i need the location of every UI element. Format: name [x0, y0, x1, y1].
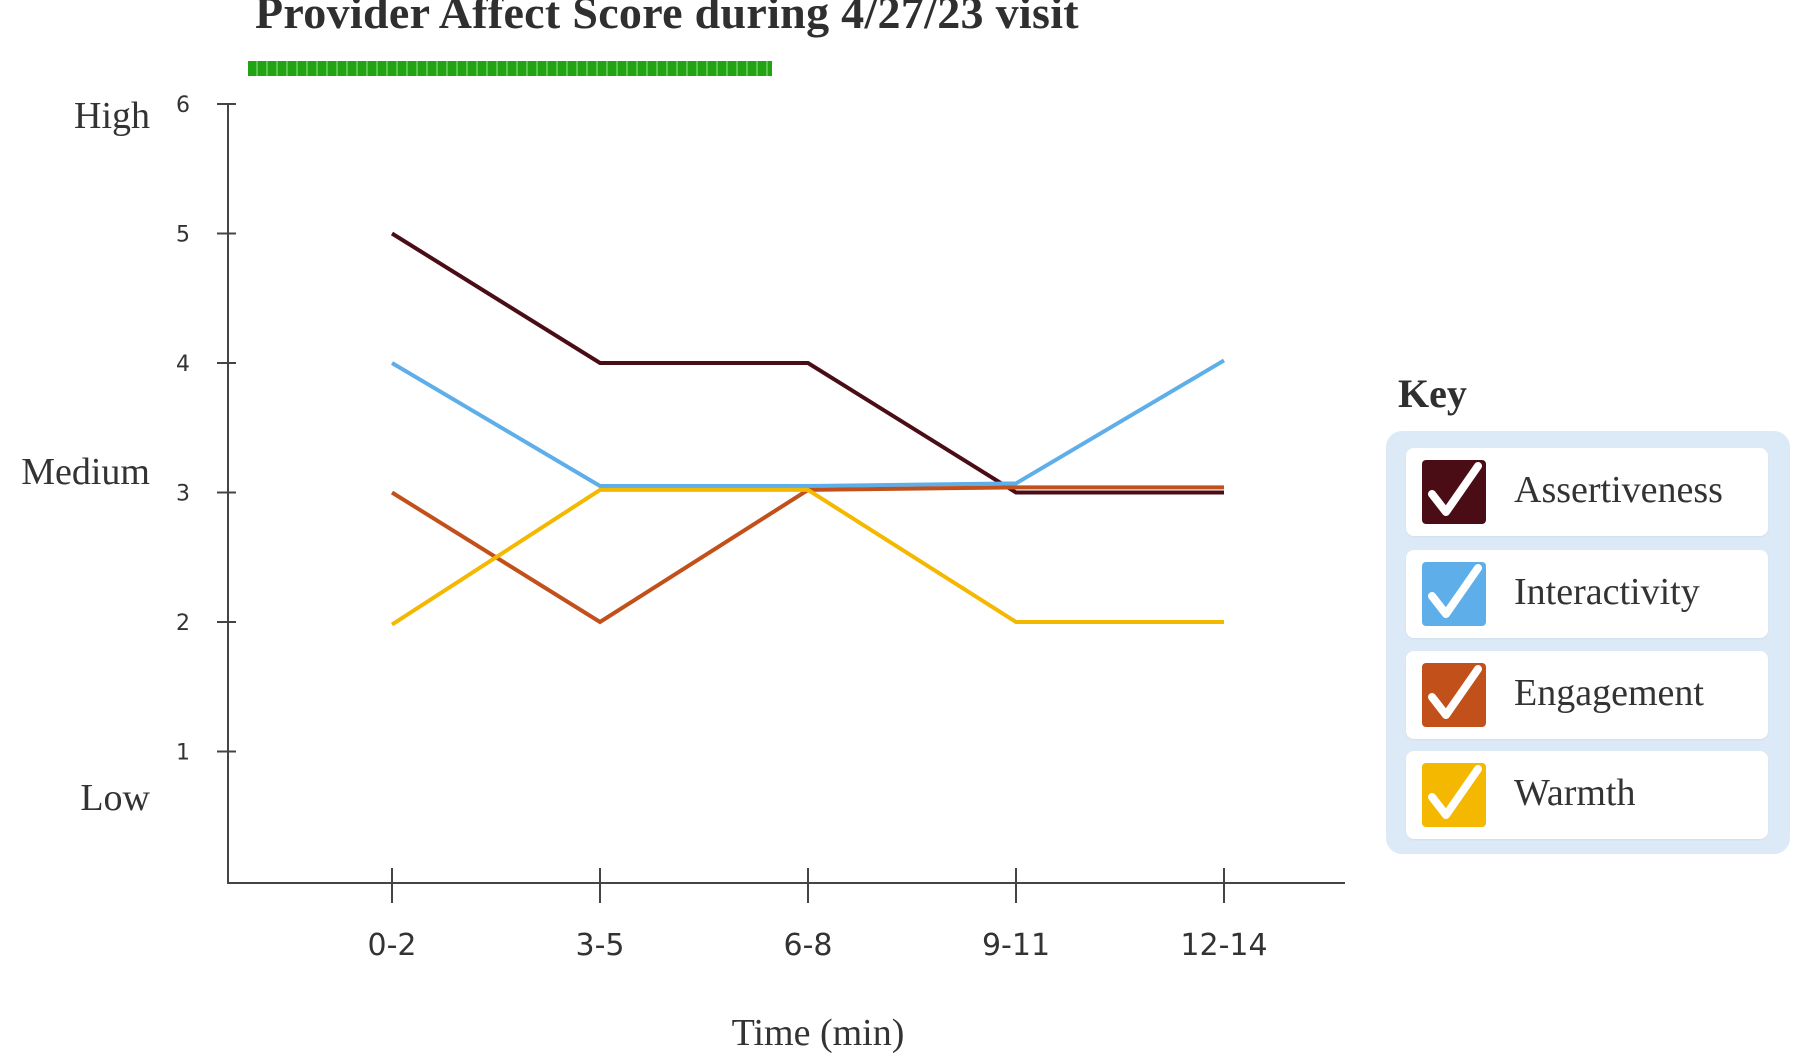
chart-title: Provider Affect Score during 4/27/23 vis… [255, 0, 1079, 38]
legend-title: Key [1398, 371, 1467, 416]
series-line-assertiveness [390, 231, 1224, 495]
x-tick-label: 0-2 [368, 928, 417, 963]
x-tick-label: 6-8 [784, 928, 833, 963]
y-tick-label: 5 [176, 223, 190, 248]
x-ticks: 0-2 3-5 6-8 9-11 12-14 [368, 868, 1268, 963]
checkmark-icon [1422, 460, 1486, 524]
level-label-medium: Medium [21, 451, 150, 493]
legend-label: Warmth [1514, 772, 1636, 814]
title-underline-bar [248, 61, 772, 76]
y-tick-label: 1 [176, 741, 190, 766]
legend-item-engagement: Engagement [1406, 651, 1768, 739]
series-lines [390, 231, 1226, 627]
legend-item-assertiveness: Assertiveness [1406, 448, 1768, 536]
level-labels: High Medium Low [21, 95, 150, 819]
legend-label: Assertiveness [1514, 469, 1723, 511]
x-axis-title: Time (min) [732, 1012, 905, 1054]
series-line-interactivity [390, 358, 1226, 489]
level-label-high: High [74, 95, 150, 137]
series-line-warmth [390, 487, 1224, 627]
legend-item-interactivity: Interactivity [1406, 550, 1768, 638]
y-tick-label: 2 [176, 611, 190, 636]
checkmark-icon [1422, 562, 1486, 626]
legend-label: Interactivity [1514, 571, 1700, 613]
y-tick-label: 3 [176, 482, 190, 507]
y-tick-label: 6 [176, 93, 190, 118]
legend-panel: Assertiveness Interactivity Engagement Warm… [1386, 431, 1790, 854]
y-ticks: 1 2 3 4 5 6 [176, 93, 236, 766]
legend-item-warmth: Warmth [1406, 751, 1768, 839]
legend-label: Engagement [1514, 672, 1704, 714]
y-tick-label: 4 [176, 352, 190, 377]
x-tick-label: 9-11 [982, 928, 1050, 963]
checkmark-icon [1422, 663, 1486, 727]
x-tick-label: 12-14 [1180, 928, 1267, 963]
level-label-low: Low [80, 777, 150, 819]
checkmark-icon [1422, 763, 1486, 827]
x-tick-label: 3-5 [576, 928, 625, 963]
series-line-engagement [390, 485, 1224, 625]
